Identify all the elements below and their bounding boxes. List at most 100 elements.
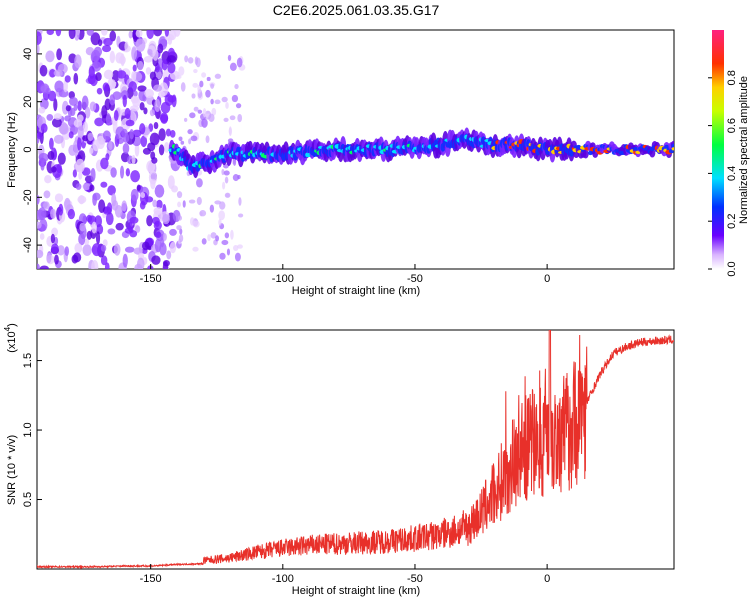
heat-cell [191, 93, 196, 99]
heat-cell [82, 121, 88, 133]
heat-cell [146, 30, 154, 39]
heat-cell [219, 252, 226, 260]
heat-cell [124, 107, 131, 120]
heat-cell [107, 185, 116, 196]
heat-cell [100, 181, 108, 188]
chart-title: C2E6.2025.061.03.35.G17 [273, 2, 440, 18]
heat-cell [106, 202, 113, 215]
heat-cell [156, 199, 163, 209]
heat-cell [102, 239, 108, 247]
heat-cell [187, 129, 193, 135]
heat-cell [195, 57, 201, 68]
heat-cell [37, 194, 40, 205]
heat-cell [124, 41, 129, 52]
x-tick-label: -100 [272, 573, 294, 585]
heat-cell [182, 200, 186, 208]
heat-cell [113, 243, 121, 256]
heat-cell [53, 98, 58, 112]
heat-cell [157, 43, 164, 54]
heat-cell [159, 242, 167, 256]
heat-cell [73, 252, 82, 263]
heat-cell [89, 101, 97, 112]
heat-cell [89, 184, 95, 192]
heat-cell [91, 260, 99, 269]
heat-cell [188, 138, 192, 145]
heat-cell [153, 30, 162, 37]
heat-cell [169, 241, 177, 254]
heat-cell [70, 107, 76, 117]
heat-cell [162, 233, 167, 241]
heat-cell [54, 80, 64, 93]
heat-cell [154, 184, 165, 198]
heat-cell [129, 216, 139, 224]
heat-cell [131, 71, 137, 82]
heat-cell [37, 249, 44, 259]
heat-cell [105, 212, 114, 226]
heat-cell [56, 245, 65, 256]
heat-cell [116, 70, 127, 79]
heat-cell [193, 68, 198, 74]
heat-cell [77, 125, 84, 139]
heat-cell [139, 123, 146, 135]
heat-cell [221, 239, 229, 246]
heat-cell [38, 152, 49, 163]
heat-cell [46, 30, 54, 36]
heat-cell [96, 87, 103, 95]
heat-cell [177, 201, 181, 208]
heat-cell [107, 228, 116, 235]
heat-cell [37, 263, 40, 269]
heat-cell [221, 168, 225, 176]
heat-cell [64, 197, 71, 211]
heat-cell [152, 199, 158, 208]
heat-cell [671, 143, 674, 149]
heat-cell [222, 181, 226, 190]
heat-cell [95, 72, 102, 82]
heat-cell [230, 229, 234, 240]
heat-cell [75, 158, 85, 173]
heat-cell [147, 142, 156, 152]
heat-cell [61, 100, 69, 115]
heat-cell [57, 152, 66, 165]
heat-cell [101, 30, 108, 36]
colorbar-ticks: 0.0 0.2 0.4 0.6 0.8 [708, 70, 738, 277]
heat-cell [37, 31, 42, 45]
colorbar-tick-label: 0.8 [726, 70, 738, 85]
heat-cell [153, 220, 162, 230]
heat-cell [127, 221, 133, 233]
heat-cell [234, 252, 241, 262]
heat-cell [64, 115, 71, 122]
heat-cell [109, 50, 116, 64]
heat-cell [178, 66, 185, 76]
heat-cell [582, 149, 589, 159]
heat-cell [184, 55, 189, 63]
snr-ylabel: SNR (10 * v/v) [6, 435, 18, 505]
heat-cell [158, 144, 165, 156]
spectrogram-ylabel: Frequency (Hz) [6, 112, 18, 188]
heat-cell [236, 57, 243, 68]
heat-cell [124, 246, 135, 253]
heat-cell [167, 175, 175, 189]
heat-cell [120, 165, 125, 179]
heat-cell [130, 95, 140, 104]
heat-cell [67, 208, 76, 220]
heat-cell [183, 117, 188, 122]
heat-cell [139, 102, 145, 111]
heat-cell [205, 89, 211, 98]
heat-cell [137, 60, 144, 71]
heat-cell [100, 157, 109, 170]
y-tick-label: 0.5 [22, 492, 34, 507]
heat-cell [51, 243, 59, 254]
heat-cell [129, 105, 140, 112]
spectrogram-heatmap [37, 30, 674, 269]
heat-cell [39, 218, 48, 232]
heat-cell [130, 188, 139, 202]
heat-cell [228, 127, 232, 135]
heat-cell [46, 114, 54, 121]
heat-cell [50, 208, 56, 220]
heat-cell [235, 103, 242, 109]
heat-cell [153, 207, 163, 216]
heat-cell [63, 79, 68, 93]
snr-series-line [37, 330, 674, 569]
heat-cell [125, 168, 131, 177]
